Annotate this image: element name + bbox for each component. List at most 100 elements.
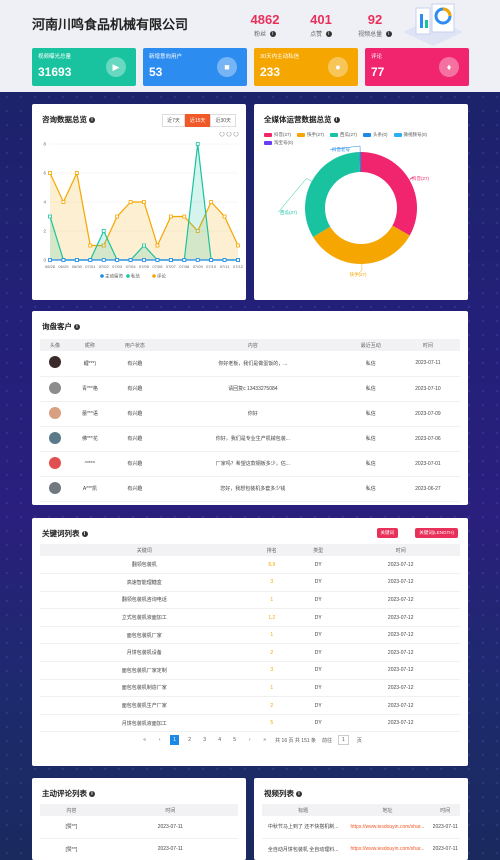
legend-item[interactable]: 快手(27) xyxy=(297,132,324,138)
table-row[interactable]: 月饼包装机液面加工 5 DY 2023-07-12 xyxy=(40,714,460,733)
page-4[interactable]: 4 xyxy=(218,737,222,743)
data-point[interactable] xyxy=(115,214,120,219)
legend-item[interactable]: 西瓜(27) xyxy=(330,132,357,138)
x-tick-label: 06/30 xyxy=(72,264,83,269)
data-point[interactable] xyxy=(101,229,106,233)
cell-kw: 高速智能理糖盒 xyxy=(40,573,249,592)
data-point[interactable] xyxy=(195,229,200,233)
last-page-button[interactable]: » xyxy=(263,737,267,743)
data-point[interactable] xyxy=(236,243,240,248)
table-row[interactable]: 蕾***语 有兴趣 你好 私信 2023-07-09 xyxy=(40,401,460,427)
table-row[interactable]: [赞**] 2023-07-11 xyxy=(40,838,238,860)
data-point[interactable] xyxy=(48,214,52,219)
table-row[interactable]: 面包包装机生产厂家 2 DY 2023-07-12 xyxy=(40,696,460,715)
data-point[interactable] xyxy=(142,200,146,204)
table-row[interactable]: 月饼包装机设备 2 DY 2023-07-12 xyxy=(40,643,460,663)
restore-icon[interactable] xyxy=(233,132,239,137)
table-row[interactable]: 全自动月饼包装机 全自动理料... https://www.iesdouyin.c… xyxy=(262,838,460,860)
data-point[interactable] xyxy=(128,200,133,204)
avatar[interactable] xyxy=(49,431,62,444)
page-jump-input[interactable]: 1 xyxy=(338,735,349,745)
tab-15days[interactable]: 近15天 xyxy=(184,114,211,127)
table-row[interactable]: 佛***花 有兴趣 你好，我们是专业生产机械包装... 私信 2023-07-06 xyxy=(40,426,460,452)
table-row[interactable]: [赞**] 2023-07-11 xyxy=(40,816,238,839)
media-panel: 全媒体运营数据总览 i 抖音(27) 快手(27) 西瓜(27) 头条(0) 微视频号(0… xyxy=(254,104,468,300)
data-point[interactable] xyxy=(195,258,200,262)
avatar[interactable] xyxy=(49,381,62,394)
legend-item[interactable]: 抖音(27) xyxy=(264,132,291,138)
table-row[interactable]: ^***^ 有兴趣 厂家吗？希望这款钢板多少，估... 私信 2023-07-01 xyxy=(40,451,460,477)
table-row[interactable]: 青***格 有兴趣 请回复c 13433275084 私信 2023-07-10 xyxy=(40,376,460,402)
data-point[interactable] xyxy=(182,214,187,219)
data-point[interactable] xyxy=(88,243,93,248)
zoom-icon[interactable] xyxy=(219,132,225,137)
tab-7days[interactable]: 近7天 xyxy=(162,114,185,127)
data-point[interactable] xyxy=(155,258,160,262)
data-point[interactable] xyxy=(182,258,187,262)
range-tabs: 近7天 近15天 近30天 xyxy=(162,114,236,127)
data-point[interactable] xyxy=(142,243,146,248)
data-point[interactable] xyxy=(209,200,214,204)
avatar[interactable] xyxy=(49,406,62,419)
avatar[interactable] xyxy=(49,456,62,469)
data-point[interactable] xyxy=(155,243,160,248)
tab-30days[interactable]: 近30天 xyxy=(210,114,236,127)
pie-slice[interactable] xyxy=(313,225,410,264)
data-point[interactable] xyxy=(222,258,227,262)
data-point[interactable] xyxy=(236,258,240,262)
column-header: 关键词 xyxy=(40,544,249,556)
page-5[interactable]: 5 xyxy=(233,737,237,743)
stat-label: 点赞 i xyxy=(296,29,346,38)
data-point[interactable] xyxy=(222,214,227,219)
legend-item[interactable]: 头条(0) xyxy=(363,132,388,138)
table-row[interactable]: 翻领包装机 8,9 DY 2023-07-12 xyxy=(40,556,460,575)
pie-slice[interactable] xyxy=(359,152,361,173)
data-point[interactable] xyxy=(48,171,52,175)
data-point[interactable] xyxy=(74,258,79,262)
data-point[interactable] xyxy=(195,142,200,146)
table-row[interactable]: 翻领包装机咨询电话 1 DY 2023-07-12 xyxy=(40,591,460,610)
legend-item[interactable]: 淘宝号(0) xyxy=(264,140,293,146)
keyword-length-button[interactable]: 关键词(LENGTH) xyxy=(415,528,458,538)
data-point[interactable] xyxy=(168,214,173,219)
data-point[interactable] xyxy=(61,200,66,204)
reset-icon[interactable] xyxy=(226,132,232,137)
data-point[interactable] xyxy=(88,258,93,262)
table-row[interactable]: 面包包装机厂家定制 3 DY 2023-07-12 xyxy=(40,661,460,680)
data-point[interactable] xyxy=(74,171,79,175)
pie-slice[interactable] xyxy=(305,152,360,237)
card-exposure[interactable]: 视频曝光总量 31693 ▶ xyxy=(32,48,136,86)
legend-item[interactable]: 微视频号(0) xyxy=(393,132,427,138)
data-point[interactable] xyxy=(128,258,133,262)
page-1[interactable]: 1 xyxy=(170,735,180,745)
table-row[interactable]: 面包包装机厂家 1 DY 2023-07-12 xyxy=(40,626,460,645)
table-row[interactable]: 中秋节马上到了 还不快搭机制... https://www.iesdouyin.c… xyxy=(262,816,460,839)
avatar[interactable] xyxy=(49,481,62,494)
page-3[interactable]: 3 xyxy=(203,737,207,743)
table-row[interactable]: A***凯 有兴趣 您好，我想包装机多套多少钱 私信 2023-06-27 xyxy=(40,476,460,502)
page-2[interactable]: 2 xyxy=(188,737,192,743)
data-point[interactable] xyxy=(142,258,146,262)
first-page-button[interactable]: « xyxy=(143,737,147,743)
card-messages[interactable]: 30天内主动私信 233 ● xyxy=(254,48,358,86)
data-point[interactable] xyxy=(61,258,66,262)
pie-slice[interactable] xyxy=(361,152,417,236)
data-point[interactable] xyxy=(168,258,173,262)
next-page-button[interactable]: › xyxy=(248,737,251,743)
card-comments[interactable]: 评论 77 ♦ xyxy=(365,48,469,86)
data-point[interactable] xyxy=(101,258,106,262)
info-icon: i xyxy=(269,31,276,38)
table-row[interactable]: 高速智能理糖盒 3 DY 2023-07-12 xyxy=(40,573,460,592)
table-row[interactable]: 面包包装机制造厂家 1 DY 2023-07-12 xyxy=(40,679,460,698)
avatar[interactable] xyxy=(49,356,62,369)
data-point[interactable] xyxy=(115,258,120,262)
table-row[interactable]: 立式包装机液面加工 1,2 DY 2023-07-12 xyxy=(40,608,460,627)
card-new-users[interactable]: 新增意向用户 53 ■ xyxy=(143,48,247,86)
data-point[interactable] xyxy=(48,258,52,262)
data-point[interactable] xyxy=(101,243,106,248)
prev-page-button[interactable]: ‹ xyxy=(158,737,161,743)
keyword-button[interactable]: 关键词 xyxy=(376,528,398,538)
table-row[interactable]: 鲤***) 有兴趣 你好老板，我们是做蛋饭的，... 私信 2023-07-11 xyxy=(40,351,460,377)
label-leader xyxy=(357,263,363,275)
data-point[interactable] xyxy=(209,258,214,262)
